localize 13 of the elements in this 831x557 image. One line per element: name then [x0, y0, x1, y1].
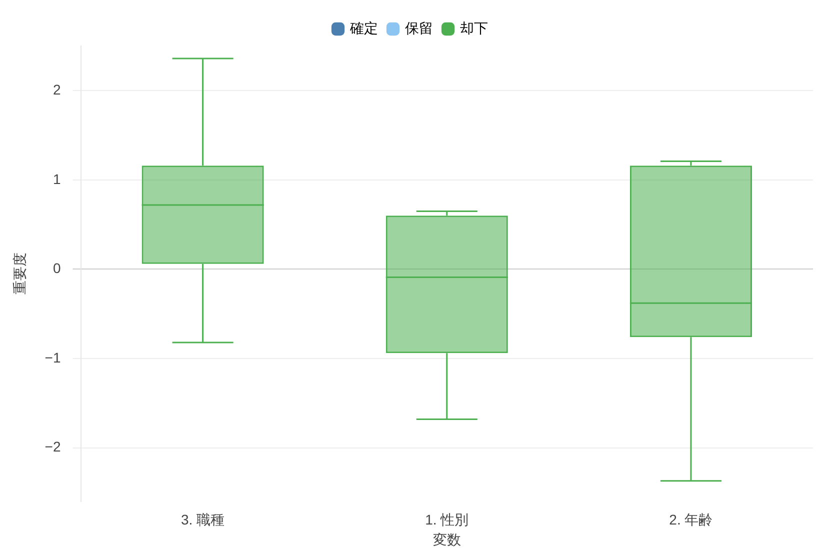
x-tick-label: 2. 年齢	[669, 512, 713, 528]
x-axis-title: 変数	[432, 531, 461, 548]
x-tick-label: 1. 性別	[425, 512, 469, 528]
y-tick-label: 2	[52, 82, 61, 98]
y-axis-title: 重要度	[11, 252, 28, 295]
y-tick-label: 1	[52, 170, 61, 187]
legend-label: 保留	[405, 20, 433, 36]
y-tick-label: −2	[44, 438, 61, 455]
legend-label: 確定	[349, 20, 378, 36]
y-tick-label: 0	[52, 260, 61, 276]
y-tick-label: −1	[44, 349, 61, 366]
legend-label: 却下	[460, 20, 488, 36]
x-tick-label: 3. 職種	[181, 512, 225, 528]
